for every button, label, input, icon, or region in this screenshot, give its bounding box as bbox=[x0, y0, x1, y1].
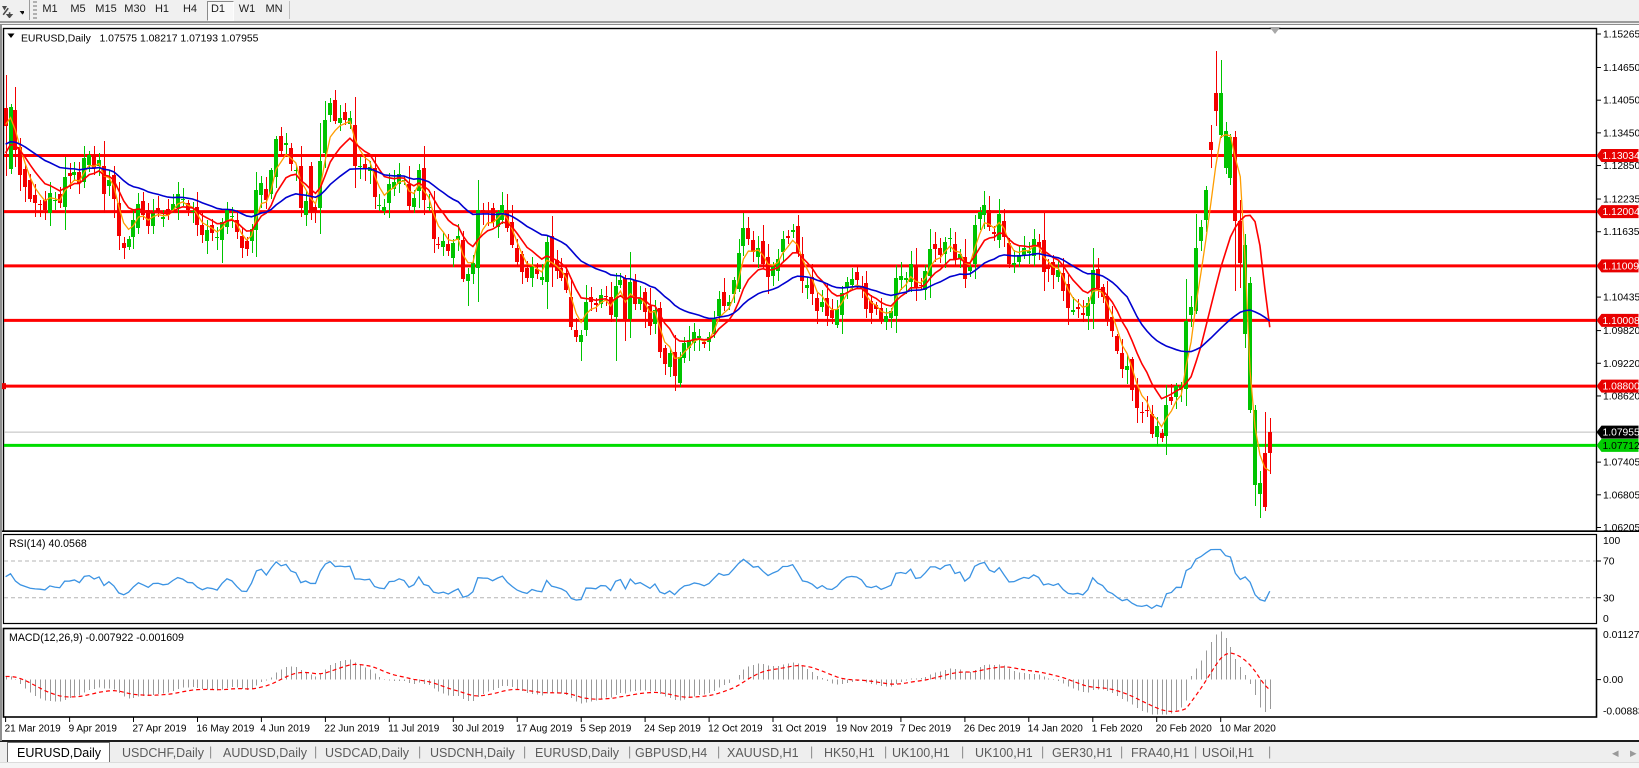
svg-text:1.06805: 1.06805 bbox=[1603, 490, 1639, 501]
svg-text:7 Dec 2019: 7 Dec 2019 bbox=[900, 724, 952, 735]
svg-text:1.09220: 1.09220 bbox=[1603, 359, 1639, 370]
svg-text:0.00: 0.00 bbox=[1603, 675, 1623, 686]
svg-text:100: 100 bbox=[1603, 536, 1620, 547]
svg-text:12 Oct 2019: 12 Oct 2019 bbox=[708, 724, 763, 735]
svg-text:20 Feb 2020: 20 Feb 2020 bbox=[1156, 724, 1213, 735]
svg-text:27 Apr 2019: 27 Apr 2019 bbox=[133, 724, 187, 735]
svg-text:21 Mar 2019: 21 Mar 2019 bbox=[5, 724, 62, 735]
svg-text:24 Sep 2019: 24 Sep 2019 bbox=[644, 724, 701, 735]
svg-text:1.11635: 1.11635 bbox=[1603, 227, 1639, 238]
svg-text:5 Sep 2019: 5 Sep 2019 bbox=[580, 724, 632, 735]
svg-text:1.08800: 1.08800 bbox=[1603, 382, 1639, 393]
svg-text:RSI(14) 40.0568: RSI(14) 40.0568 bbox=[9, 538, 87, 550]
svg-text:22 Jun 2019: 22 Jun 2019 bbox=[324, 724, 379, 735]
svg-text:1.06205: 1.06205 bbox=[1603, 523, 1639, 534]
svg-text:0: 0 bbox=[1603, 614, 1609, 625]
svg-text:1.12235: 1.12235 bbox=[1603, 195, 1639, 206]
svg-text:1.15265: 1.15265 bbox=[1603, 30, 1639, 41]
svg-text:1.08620: 1.08620 bbox=[1603, 391, 1639, 402]
svg-text:1.12004: 1.12004 bbox=[1603, 207, 1639, 218]
svg-text:11 Jul 2019: 11 Jul 2019 bbox=[388, 724, 439, 735]
svg-text:MACD(12,26,9) -0.007922 -0.001: MACD(12,26,9) -0.007922 -0.001609 bbox=[9, 632, 184, 644]
svg-text:1.14650: 1.14650 bbox=[1603, 63, 1639, 74]
svg-text:1.12850: 1.12850 bbox=[1603, 161, 1639, 172]
svg-text:1.13450: 1.13450 bbox=[1603, 128, 1639, 139]
svg-text:EURUSD,Daily 1.07575 1.08217: EURUSD,Daily 1.07575 1.08217 1.07193 1.0… bbox=[21, 34, 259, 45]
svg-text:1.14050: 1.14050 bbox=[1603, 96, 1639, 107]
svg-text:1.13034: 1.13034 bbox=[1603, 151, 1639, 162]
svg-text:30: 30 bbox=[1603, 594, 1615, 605]
svg-text:16 May 2019: 16 May 2019 bbox=[197, 724, 255, 735]
svg-text:26 Dec 2019: 26 Dec 2019 bbox=[964, 724, 1021, 735]
svg-text:14 Jan 2020: 14 Jan 2020 bbox=[1028, 724, 1083, 735]
svg-text:1.10435: 1.10435 bbox=[1603, 293, 1639, 304]
svg-text:0.011277: 0.011277 bbox=[1603, 630, 1639, 641]
svg-text:1.07405: 1.07405 bbox=[1603, 458, 1639, 469]
svg-text:1.07955: 1.07955 bbox=[1603, 428, 1639, 439]
svg-text:4 Jun 2019: 4 Jun 2019 bbox=[260, 724, 310, 735]
svg-text:1 Feb 2020: 1 Feb 2020 bbox=[1092, 724, 1143, 735]
svg-text:17 Aug 2019: 17 Aug 2019 bbox=[516, 724, 573, 735]
svg-text:19 Nov 2019: 19 Nov 2019 bbox=[836, 724, 893, 735]
svg-text:9 Apr 2019: 9 Apr 2019 bbox=[69, 724, 118, 735]
svg-text:70: 70 bbox=[1603, 557, 1615, 568]
svg-text:31 Oct 2019: 31 Oct 2019 bbox=[772, 724, 827, 735]
svg-text:1.10008: 1.10008 bbox=[1603, 316, 1639, 327]
svg-text:-0.008837: -0.008837 bbox=[1603, 707, 1639, 718]
svg-text:1.07712: 1.07712 bbox=[1603, 441, 1639, 452]
svg-text:30 Jul 2019: 30 Jul 2019 bbox=[452, 724, 504, 735]
svg-text:10 Mar 2020: 10 Mar 2020 bbox=[1220, 724, 1277, 735]
svg-text:1.09820: 1.09820 bbox=[1603, 326, 1639, 337]
svg-text:1.11009: 1.11009 bbox=[1603, 261, 1639, 272]
